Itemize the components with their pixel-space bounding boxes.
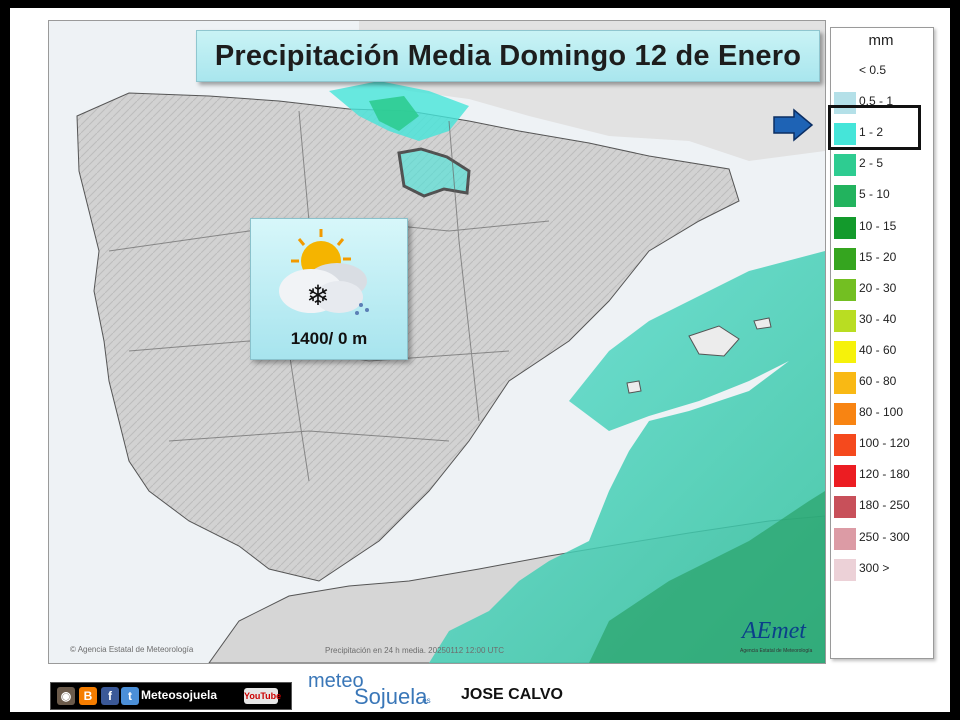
precip-sea-heavy — [589, 491, 825, 663]
legend-item: 10 - 15 — [831, 214, 931, 245]
legend-swatch — [834, 465, 856, 488]
legend-label: 1 - 2 — [859, 125, 884, 140]
right-arrow-icon — [773, 108, 814, 142]
mallorca — [688, 325, 740, 357]
svg-text:❄: ❄ — [306, 279, 329, 312]
legend-item: 2 - 5 — [831, 151, 931, 182]
legend-label: 0.5 - 1 — [859, 94, 894, 109]
legend-label: 30 - 40 — [859, 311, 897, 326]
map-title: Precipitación Media Domingo 12 de Enero — [214, 39, 802, 72]
legend-item: 15 - 20 — [831, 245, 931, 276]
twitter-icon[interactable]: t — [121, 687, 139, 705]
map-caption: Precipitación en 24 h media. 20250112 12… — [325, 646, 505, 655]
legend-highlight-box — [828, 105, 921, 150]
ibiza — [626, 380, 642, 394]
legend-item: 0.5 - 1 — [831, 89, 931, 120]
legend-label: 2 - 5 — [859, 156, 884, 171]
legend-item: < 0.5 — [831, 58, 931, 89]
legend-item: 250 - 300 — [831, 525, 931, 556]
legend-swatch — [834, 527, 856, 550]
legend-item: 60 - 80 — [831, 369, 931, 400]
forecast-panel: ❄ 1400/ 0 m — [250, 218, 408, 360]
legend-swatch — [834, 403, 856, 426]
legend-label: 120 - 180 — [859, 467, 910, 482]
legend-item: 180 - 250 — [831, 493, 931, 524]
legend-item: 80 - 100 — [831, 400, 931, 431]
legend-label: 250 - 300 — [859, 529, 910, 544]
legend-label: 10 - 15 — [859, 218, 897, 233]
legend-item: 40 - 60 — [831, 338, 931, 369]
legend-swatch — [834, 61, 856, 83]
instagram-icon[interactable]: ◉ — [57, 687, 75, 705]
aemet-logo-subtext: Agencia Estatal de Meteorología — [740, 648, 813, 654]
legend-swatch — [834, 558, 856, 581]
legend-swatch — [834, 154, 856, 177]
legend-label: 15 - 20 — [859, 249, 897, 264]
legend-label: 60 - 80 — [859, 374, 897, 388]
altitude-label: 1400/ 0 m — [290, 329, 368, 348]
precipitation-map — [48, 20, 826, 664]
legend-swatch — [834, 278, 856, 301]
menorca — [753, 317, 772, 330]
legend-swatch — [834, 496, 856, 519]
meteosojuela-logo: meteo Sojuela .es — [308, 670, 458, 714]
legend-item: 300 > — [831, 556, 931, 587]
legend-label: 5 - 10 — [859, 187, 890, 202]
blogger-icon[interactable]: B — [79, 687, 97, 705]
brand-suffix: .es — [420, 696, 431, 705]
legend-unit: mm — [868, 32, 894, 49]
aemet-logo: AEmet Agencia Estatal de Meteorología — [736, 614, 816, 656]
legend-label: 100 - 120 — [859, 436, 910, 451]
legend-item: 1 - 2 — [831, 120, 931, 151]
aemet-logo-text: AEmet — [742, 618, 806, 644]
sun-cloud-snow-icon: ❄ — [279, 229, 369, 315]
legend-label: 80 - 100 — [859, 405, 904, 420]
legend-label: 40 - 60 — [859, 342, 897, 357]
precip-north-core — [369, 96, 419, 131]
legend-swatch — [834, 92, 856, 115]
la-rioja-outline — [397, 147, 471, 198]
legend-label: < 0.5 — [859, 63, 887, 77]
social-name[interactable]: Meteosojuela — [141, 688, 218, 702]
legend-swatch — [834, 123, 856, 146]
legend-swatch — [834, 372, 856, 394]
legend-item: 30 - 40 — [831, 307, 931, 338]
brand-top: meteo — [308, 670, 364, 692]
map-canvas — [49, 21, 825, 663]
legend-swatch — [834, 216, 856, 239]
legend-item: 100 - 120 — [831, 431, 931, 462]
legend-item: 5 - 10 — [831, 182, 931, 213]
legend-swatch — [834, 309, 856, 332]
legend-swatch — [834, 434, 856, 457]
author-name: JOSE CALVO — [461, 686, 563, 703]
legend-swatch — [834, 340, 856, 363]
map-title-box: Precipitación Media Domingo 12 de Enero — [196, 30, 820, 82]
legend-item: 120 - 180 — [831, 462, 931, 493]
social-links-bar: ◉ B f t Meteosojuela YouTube — [50, 682, 292, 710]
legend-label: 180 - 250 — [859, 498, 910, 513]
legend-swatch — [834, 185, 856, 208]
legend-item: 20 - 30 — [831, 276, 931, 307]
agency-credit-text: Agencia Estatal de Meteorología — [77, 645, 194, 654]
legend-swatch — [834, 247, 856, 270]
facebook-icon[interactable]: f — [101, 687, 119, 705]
youtube-icon[interactable]: YouTube — [244, 688, 281, 704]
legend-label: 300 > — [859, 560, 890, 575]
brand-main: Sojuela — [354, 684, 428, 709]
legend-label: 20 - 30 — [859, 280, 897, 295]
agency-credit: © Agencia Estatal de Meteorología — [70, 645, 194, 654]
precipitation-legend: mm < 0.5 0.5 - 1 1 - 2 2 - 5 5 - 10 10 - 15 15… — [830, 27, 934, 659]
